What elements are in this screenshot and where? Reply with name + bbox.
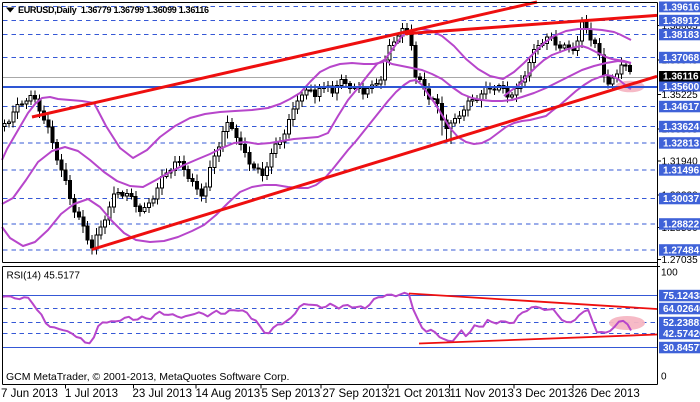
svg-text:1.31496: 1.31496 [663,166,700,177]
svg-text:11 Nov 2013: 11 Nov 2013 [450,388,514,400]
svg-text:1.27035: 1.27035 [662,255,699,266]
svg-text:1.28822: 1.28822 [663,220,700,231]
svg-text:1.36116: 1.36116 [663,72,699,83]
svg-text:21 Oct 2013: 21 Oct 2013 [388,388,451,400]
svg-text:1.39616: 1.39616 [663,2,700,13]
svg-text:RSI(14) 45.5177: RSI(14) 45.5177 [7,271,81,282]
svg-text:1.27484: 1.27484 [663,246,700,257]
svg-text:1.38183: 1.38183 [663,30,700,41]
svg-text:1.37068: 1.37068 [663,53,700,64]
svg-text:100: 100 [661,268,678,279]
svg-text:1.35225: 1.35225 [662,90,699,101]
svg-text:7 Jun 2013: 7 Jun 2013 [1,388,58,400]
svg-text:23 Jul 2013: 23 Jul 2013 [133,388,192,400]
svg-text:EURUSD,Daily 1.36779 1.36799: EURUSD,Daily 1.36779 1.36799 1.36099 1.3… [18,5,209,15]
svg-text:14 Aug 2013: 14 Aug 2013 [196,388,261,400]
svg-text:75.12438: 75.12438 [663,291,700,302]
svg-text:1.35600: 1.35600 [663,82,700,93]
svg-text:1.38665: 1.38665 [662,21,699,32]
svg-text:3 Dec 2013: 3 Dec 2013 [516,388,575,400]
svg-text:5 Sep 2013: 5 Sep 2013 [262,388,321,400]
svg-text:27 Sep 2013: 27 Sep 2013 [323,388,388,400]
svg-text:1.38912: 1.38912 [663,16,700,27]
svg-text:1.31940: 1.31940 [662,157,699,168]
svg-text:GCM MetaTrader, © 2001-2013, M: GCM MetaTrader, © 2001-2013, MetaQuotes … [6,371,289,383]
svg-text:1.30037: 1.30037 [663,194,700,205]
svg-text:1.33624: 1.33624 [663,122,700,133]
svg-text:26 Dec 2013: 26 Dec 2013 [575,388,640,400]
svg-text:0: 0 [661,372,667,383]
svg-text:30.84577: 30.84577 [663,343,700,354]
svg-text:52.23881: 52.23881 [663,318,700,329]
svg-text:1.32813: 1.32813 [663,139,700,150]
svg-text:1 Jul 2013: 1 Jul 2013 [65,388,118,400]
svg-text:1.34617: 1.34617 [663,102,700,113]
svg-text:42.57426: 42.57426 [663,329,700,340]
svg-text:64.02640: 64.02640 [663,304,700,315]
